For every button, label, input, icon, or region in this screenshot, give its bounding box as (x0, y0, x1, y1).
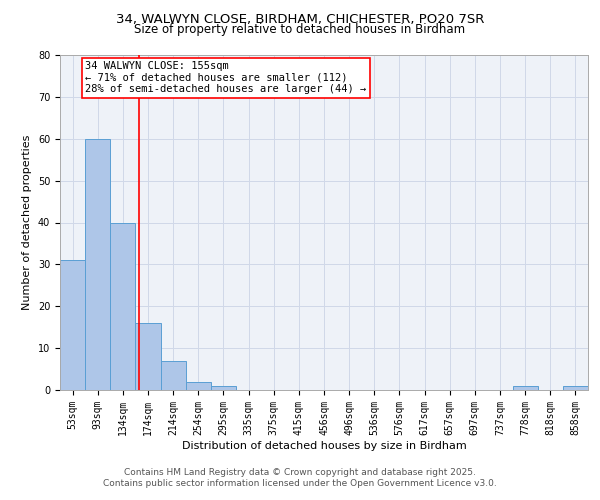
Bar (85, 138, 110, 390)
Bar (161, 360, 186, 390)
Bar (110, 222, 136, 390)
Bar (60, 260, 85, 390)
Text: 34, WALWYN CLOSE, BIRDHAM, CHICHESTER, PO20 7SR: 34, WALWYN CLOSE, BIRDHAM, CHICHESTER, P… (116, 12, 484, 26)
Bar (136, 323, 161, 390)
Bar (563, 386, 588, 390)
Y-axis label: Number of detached properties: Number of detached properties (22, 135, 32, 310)
Text: Contains HM Land Registry data © Crown copyright and database right 2025.
Contai: Contains HM Land Registry data © Crown c… (103, 468, 497, 487)
Text: 34 WALWYN CLOSE: 155sqm
← 71% of detached houses are smaller (112)
28% of semi-d: 34 WALWYN CLOSE: 155sqm ← 71% of detache… (85, 62, 367, 94)
X-axis label: Distribution of detached houses by size in Birdham: Distribution of detached houses by size … (182, 440, 466, 450)
Bar (512, 386, 538, 390)
Bar (211, 386, 236, 390)
Bar (186, 382, 211, 390)
Text: Size of property relative to detached houses in Birdham: Size of property relative to detached ho… (134, 22, 466, 36)
